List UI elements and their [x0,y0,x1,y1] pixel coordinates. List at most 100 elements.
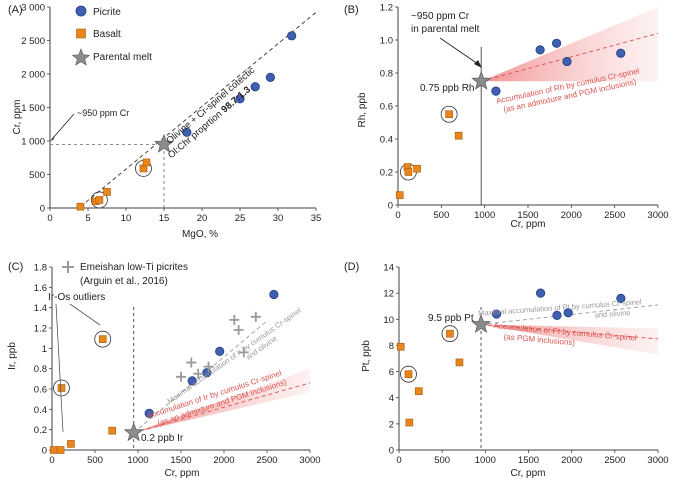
picrite-point [552,310,562,320]
y-tick-label: 10 [383,315,394,326]
y-tick-label: 1 [42,344,47,355]
panel-b-label: (B) [344,4,359,16]
highlight-circle [91,191,108,209]
x-tick-label: 35 [311,213,322,224]
emeishan-point [176,371,186,382]
cotectic-label-line1: Olivine + Cr-spinel cotectic [164,65,257,147]
x-tick-label: 1500 [170,455,191,466]
y-tick-label: 1.0 [380,36,393,47]
emeishan-point [233,325,244,336]
y-tick-label: 2 [389,419,394,430]
legend-emeishan-marker [62,261,74,273]
basalt-point [142,158,151,167]
emeishan-point [203,361,214,372]
picrite-point [535,45,545,55]
y-tick-label: 4 [389,393,394,404]
panel-b-xlabel: Cr, ppm [510,219,545,230]
panel-c: (C) 0 500 1000 1500 2000 2500 3000 0 0.2 0.4 0.6 0.… [7,261,321,479]
x-tick-label: 3000 [647,455,668,466]
x-tick-label: 2000 [213,455,234,466]
y-tick-label: 0.6 [34,385,47,396]
picrite-point [616,48,626,58]
y-tick-label: 0.2 [380,168,393,179]
panel-c-marks [49,289,279,454]
fan-wedge [133,368,310,433]
parental-melt-star [471,70,492,90]
parental-melt-star [123,422,144,442]
highlight-circle [440,105,458,123]
x-tick-label: 500 [433,210,449,221]
emeishan-point [193,368,204,379]
x-tick-label: 3000 [647,210,668,221]
x-tick-label: 0 [49,455,54,466]
basalt-point [415,387,423,395]
basalt-point [446,329,454,338]
y-tick-label: 0.4 [380,135,393,146]
basalt-point [103,188,111,196]
y-tick-label: 1 000 [21,137,45,148]
legend-basalt-label: Basalt [93,29,121,40]
panel-d-xlabel: Cr, ppm [510,468,545,479]
y-tick-label: 12 [383,289,394,300]
panel-b: (B) 0 500 1000 1500 2000 2500 3000 0 0.2 0.4 0.6 0.… [344,3,669,231]
basalt-point [396,342,405,351]
x-tick-label: 2500 [604,210,625,221]
fan-dashed-line [481,32,659,82]
emeishan-point [250,311,261,322]
fan-dashed-line [133,382,311,434]
emeishan-point [238,347,249,358]
x-tick-label: 30 [273,213,284,224]
panel-c-xlabel: Cr, ppm [164,468,199,479]
panel-a-legend: Picrite Basalt Parental melt [71,5,152,66]
picrite-point [287,31,297,41]
parental-melt-star [471,313,492,334]
cotectic-label-line2: Ol:Chr proprtion 98.7:1.3 [166,84,253,161]
picrite-point [250,82,260,92]
legend-picrite-marker [75,5,87,17]
panel-b-melt-arrow [439,37,479,65]
picrite-point [265,72,275,82]
x-tick-label: 1000 [127,455,148,466]
picrite-point [182,127,192,137]
y-tick-label: 14 [383,263,394,274]
x-tick-label: 15 [159,213,170,224]
max-accumulation-line [133,320,268,434]
basalt-point [95,196,104,204]
x-tick-label: 2500 [256,455,277,466]
x-tick-label: 1000 [474,210,495,221]
annotation-cr-950: ~950 ppm Cr [77,108,129,118]
x-tick-label: 5 [85,213,90,224]
panel-c-fan [133,368,311,434]
basalt-point [108,426,116,435]
panel-b-star-value: 0.75 ppb Rh [420,83,475,94]
y-tick-label: 2 500 [21,36,45,47]
y-tick-label: 1.4 [34,303,47,314]
panel-b-fan [481,7,659,82]
legend-picrite-label: Picrite [93,7,121,18]
emeishan-point [186,357,197,368]
panel-d-fan-label: Accumulation of Pt by cumulus Cr-spinel … [493,321,637,347]
picrite-point [535,288,546,298]
x-tick-label: 20 [197,213,208,224]
legend-emeishan-ref: (Arguin et al., 2016) [80,276,168,287]
picrite-point [562,56,572,67]
annotation-cr-arrow [51,113,75,140]
x-tick-label: 500 [434,455,450,466]
annotation-cr-arrowhead [50,136,55,141]
panel-c-star-value: 0.2 ppb Ir [141,433,184,444]
y-tick-label: 3 000 [21,3,45,14]
basalt-point [404,168,413,176]
panel-b-melt-arrowhead [474,60,482,68]
basalt-point [445,110,453,119]
y-tick-label: 0.6 [380,102,393,113]
panel-d-star-value: 9.5 ppb Pt [428,313,474,324]
y-tick-label: 2 000 [21,70,45,81]
basalt-point [57,384,66,392]
picrite-point [235,94,245,104]
basalt-point [98,335,107,343]
legend-basalt-marker [76,28,86,39]
panel-c-outlier-line-2 [55,303,64,433]
panel-a-marks [50,12,317,211]
y-tick-label: 0 [40,204,45,215]
